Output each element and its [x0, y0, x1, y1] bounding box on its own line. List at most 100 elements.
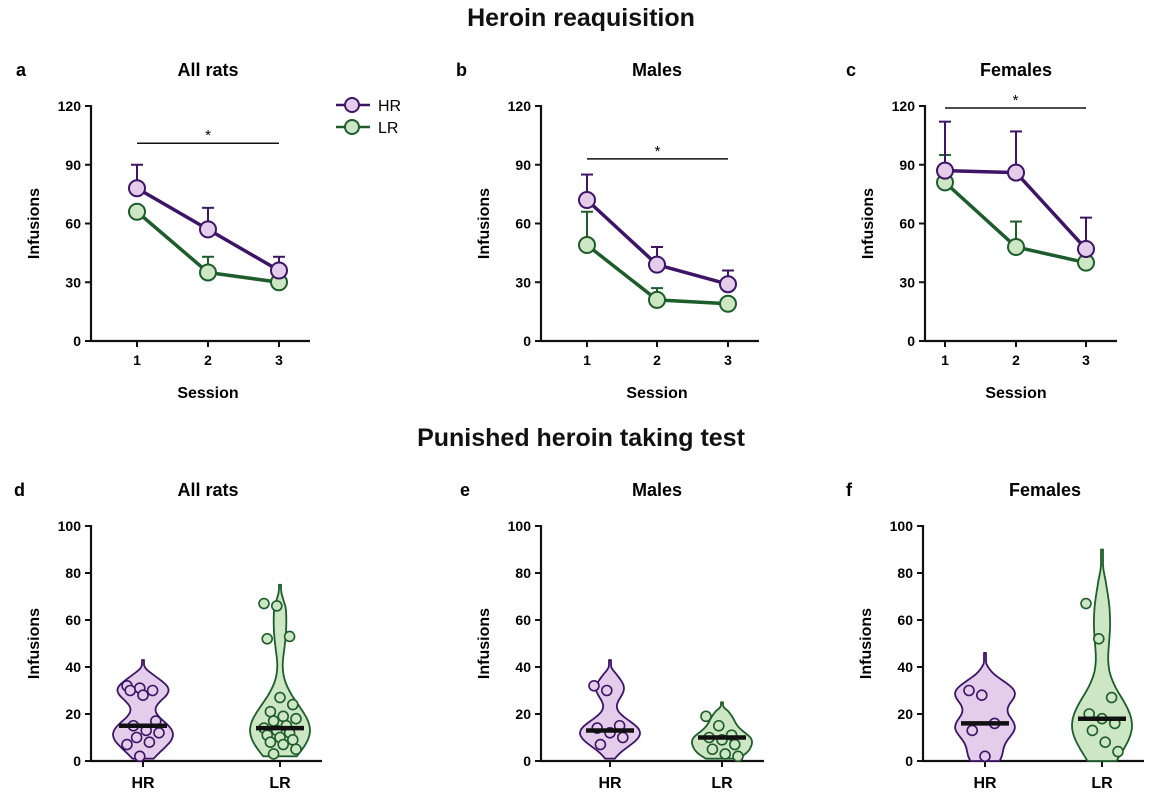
significance-label: *	[205, 127, 211, 144]
series-hr-point	[1007, 163, 1025, 182]
violin-lr-point	[719, 748, 732, 760]
series-lr-point	[199, 263, 217, 282]
panel-b: b Males 0 30 60 90 120 Infusions 1 2 3 Session *	[456, 60, 759, 402]
y-tick-label: 40	[515, 659, 531, 675]
y-tick-label: 0	[523, 333, 531, 349]
violin-lr-point	[1099, 736, 1111, 749]
series-hr-point	[1077, 239, 1095, 258]
violin-hr-point	[963, 684, 975, 697]
series-lr-point	[128, 202, 146, 221]
violin-hr-body	[954, 652, 1016, 762]
panel-a: a All rats 0 30 60 90 120 Infusions 1 2 3 Session *	[16, 60, 310, 402]
violin-hr-point	[124, 684, 136, 697]
y-axis-label: Infusions	[476, 188, 493, 259]
x-tick-label: LR	[1091, 775, 1113, 792]
violin-lr-point	[1086, 724, 1099, 737]
legend: HR LR	[336, 97, 401, 137]
y-tick-label: 90	[65, 157, 81, 173]
violin-lr-point	[286, 698, 299, 711]
violin-hr-point	[966, 724, 979, 737]
panel-letter: e	[460, 480, 470, 500]
y-tick-label: 80	[65, 565, 81, 581]
violin-lr-point	[290, 712, 302, 725]
y-tick-label: 60	[899, 216, 915, 232]
series-hr-point	[936, 161, 954, 180]
violin-lr-point	[267, 715, 280, 727]
y-tick-label: 20	[897, 706, 913, 722]
panel-title: All rats	[177, 480, 238, 500]
x-axis-label: Session	[177, 385, 238, 402]
x-tick-label: 2	[204, 352, 212, 368]
x-axis-label: Session	[626, 385, 687, 402]
x-tick-label: 1	[583, 352, 591, 368]
y-tick-label: 80	[515, 565, 531, 581]
panel-letter: c	[846, 60, 856, 80]
y-tick-label: 30	[899, 274, 915, 290]
y-tick-label: 90	[515, 157, 531, 173]
violin-hr-point	[121, 738, 133, 751]
y-tick-label: 60	[65, 612, 81, 628]
violin-lr-body	[1071, 548, 1133, 762]
y-tick-label: 100	[890, 518, 914, 534]
violin-hr-point	[146, 684, 159, 697]
x-tick-label: 2	[653, 352, 661, 368]
series-lr-point	[719, 294, 737, 313]
panel-title: Females	[1009, 480, 1081, 500]
x-tick-label: HR	[131, 775, 155, 792]
panel-c: c Females 0 30 60 90 120 Infusions 1 2 3 Session *	[846, 60, 1117, 402]
x-tick-label: 3	[275, 352, 283, 368]
y-axis-label: Infusions	[858, 608, 875, 679]
panel-f: f Females 0 20 40 60 80 100 Infusions HR LR	[846, 480, 1144, 792]
series-lr-point	[578, 236, 596, 255]
x-tick-label: 1	[133, 352, 141, 368]
panel-letter: f	[846, 480, 853, 500]
section-title-reacquisition: Heroin reaquisition	[467, 4, 695, 32]
x-tick-label: 3	[724, 352, 732, 368]
y-tick-label: 0	[905, 753, 913, 769]
series-hr-point	[199, 220, 217, 239]
panel-e: e Males 0 20 40 60 80 100 Infusions HR LR	[460, 480, 764, 792]
y-tick-label: 120	[892, 98, 916, 114]
violin-hr-point	[153, 726, 165, 739]
legend-hr-label: HR	[378, 98, 401, 115]
violin-lr-point	[277, 710, 290, 723]
violin-hr-point	[130, 731, 143, 744]
y-tick-label: 100	[508, 518, 532, 534]
x-axis-label: Session	[985, 385, 1046, 402]
x-tick-label: 1	[941, 352, 949, 368]
panel-title: Males	[632, 60, 682, 80]
panel-letter: a	[16, 60, 27, 80]
panel-letter: b	[456, 60, 467, 80]
violin-hr-point	[134, 750, 146, 763]
y-tick-label: 60	[65, 216, 81, 232]
series-hr-point	[128, 179, 146, 198]
violin-lr-point	[274, 691, 286, 704]
y-tick-label: 0	[73, 333, 81, 349]
x-tick-label: HR	[973, 775, 997, 792]
violin-lr-point	[706, 743, 719, 756]
violin-lr-point	[1112, 745, 1124, 758]
series-hr-point	[648, 255, 666, 274]
violin-lr-point	[258, 597, 270, 610]
y-axis-label: Infusions	[860, 188, 877, 259]
y-tick-label: 80	[897, 565, 913, 581]
x-tick-label: 3	[1082, 352, 1090, 368]
violin-hr-point	[137, 689, 149, 702]
violin-hr-point	[975, 689, 988, 702]
violin-lr-point	[264, 705, 277, 718]
section-title-punished-test: Punished heroin taking test	[417, 424, 745, 452]
y-tick-label: 20	[515, 706, 531, 722]
y-tick-label: 40	[65, 659, 81, 675]
series-hr-point	[719, 275, 737, 294]
violin-lr-point	[283, 630, 296, 643]
violin-lr-point	[728, 738, 741, 751]
y-tick-label: 40	[897, 659, 913, 675]
x-tick-label: LR	[269, 775, 291, 792]
violin-lr-point	[277, 738, 290, 751]
panel-letter: d	[14, 480, 25, 500]
violin-hr-point	[979, 750, 991, 763]
violin-lr-point	[732, 750, 744, 763]
violin-lr-point	[261, 632, 274, 645]
legend-hr-marker	[344, 97, 360, 113]
